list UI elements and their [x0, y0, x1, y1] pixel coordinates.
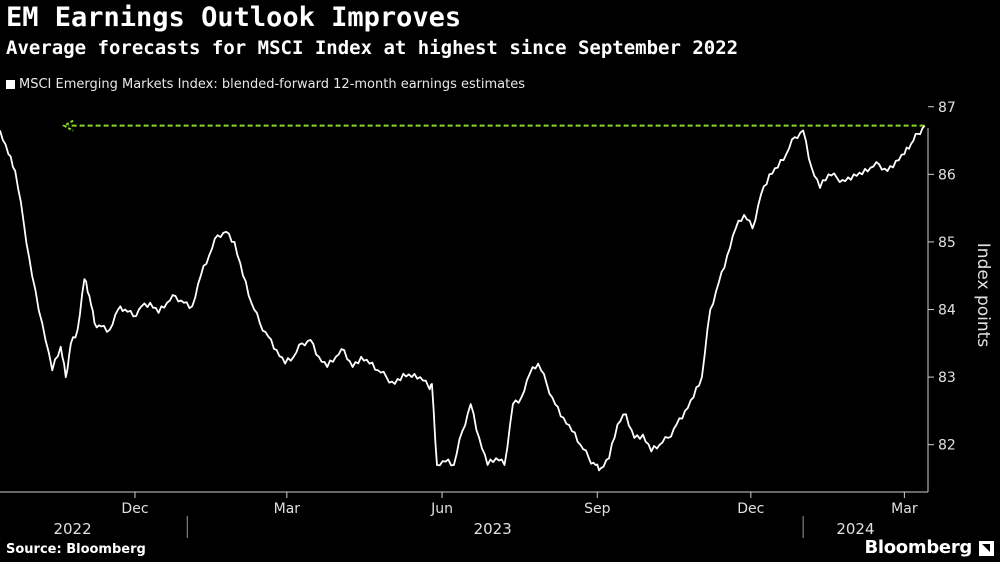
x-tick-label: Dec [121, 501, 148, 517]
series-line [0, 125, 926, 472]
legend-label: MSCI Emerging Markets Index: blended-for… [19, 77, 526, 92]
year-label: 2023 [474, 520, 512, 538]
y-tick-label: 82 [938, 438, 956, 454]
year-label: 2024 [836, 520, 874, 538]
series-layer [0, 125, 926, 472]
legend: MSCI Emerging Markets Index: blended-for… [6, 77, 525, 92]
y-tick-label: 87 [938, 100, 956, 116]
source-note: Source: Bloomberg [6, 542, 146, 557]
chart-title: EM Earnings Outlook Improves [6, 2, 462, 33]
annotation-arrowhead [62, 119, 74, 132]
y-axis-label: Index points [973, 243, 993, 348]
y-tick-label: 85 [938, 235, 956, 251]
brand-wordmark: Bloomberg [864, 537, 972, 558]
x-tick-label: Sep [584, 501, 611, 517]
bloomberg-logo-icon [979, 541, 994, 556]
y-tick-label: 86 [938, 167, 956, 183]
axes: 82 83 84 85 86 87 Index points Dec Mar Jun Sep Dec M… [0, 100, 993, 538]
year-label: 2022 [53, 520, 91, 538]
x-tick-label: Dec [737, 501, 764, 517]
x-tick-label: Jun [430, 501, 453, 517]
chart-subtitle: Average forecasts for MSCI Index at high… [6, 37, 739, 59]
annotation-layer [62, 119, 925, 132]
x-tick-label: Mar [274, 501, 301, 517]
y-tick-label: 84 [938, 303, 956, 319]
legend-swatch [6, 80, 15, 89]
x-tick-label: Mar [891, 501, 918, 517]
y-tick-label: 83 [938, 370, 956, 386]
